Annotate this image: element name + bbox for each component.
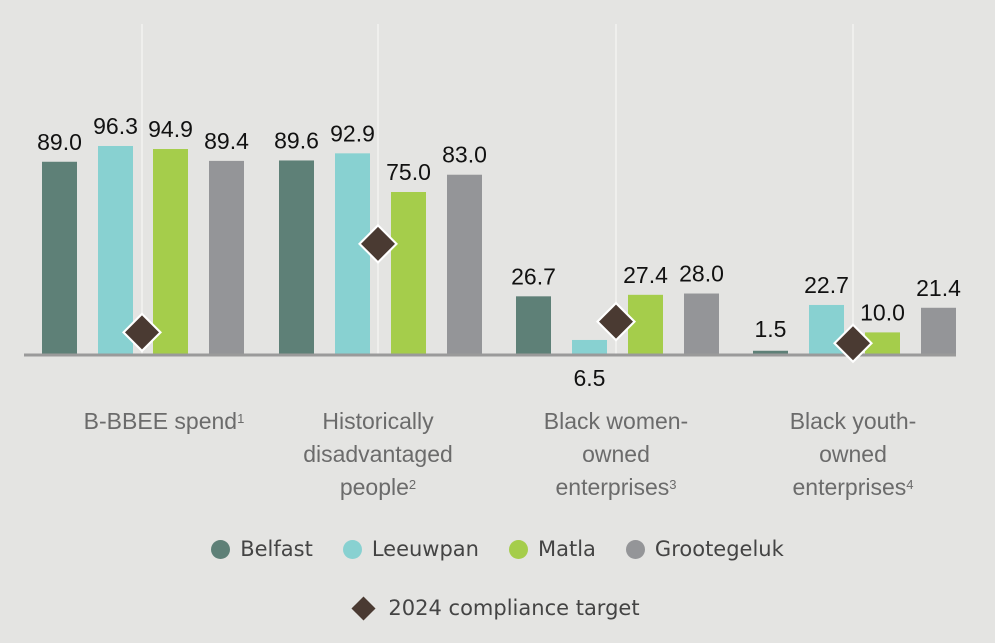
category-label: Black women-owned enterprises3: [506, 405, 726, 504]
legend-item-target: 2024 compliance target: [351, 595, 640, 621]
bar-matla: [153, 149, 188, 354]
bar-grootegeluk: [684, 293, 719, 354]
bar-grootegeluk: [209, 160, 244, 354]
footnote-marker: 3: [669, 477, 677, 492]
bar-leeuwpan: [335, 153, 370, 354]
legend-label: Leeuwpan: [371, 537, 479, 561]
legend-label: Matla: [537, 537, 596, 561]
data-label: 6.5: [574, 365, 606, 391]
footnote-marker: 4: [906, 477, 914, 492]
data-label: 89.0: [37, 129, 82, 155]
data-label: 96.3: [93, 113, 138, 139]
bar-belfast: [279, 160, 314, 354]
bar-matla: [391, 192, 426, 354]
legend-label: Grootegeluk: [654, 537, 784, 561]
legend-target: 2024 compliance target: [0, 595, 995, 621]
legend-item-belfast: Belfast: [211, 537, 313, 561]
data-label: 1.5: [755, 316, 787, 342]
diamond-icon: [351, 595, 376, 621]
data-label: 22.7: [804, 272, 849, 298]
legend-swatch-leeuwpan: [342, 539, 362, 559]
category-label-line: Historically: [322, 408, 434, 434]
legend-item-leeuwpan: Leeuwpan: [342, 537, 479, 561]
category-label-line: disadvantaged: [303, 441, 453, 467]
bar-belfast: [516, 296, 551, 354]
legend-label: 2024 compliance target: [388, 596, 640, 620]
category-label-line: owned: [582, 441, 650, 467]
bar-belfast: [753, 350, 788, 354]
bar-matla: [865, 332, 900, 354]
data-label: 75.0: [386, 159, 431, 185]
target-marker: [599, 304, 633, 339]
data-label: 94.9: [148, 116, 193, 142]
category-label-line: Black youth-: [789, 408, 917, 434]
category-label: Historically disadvantaged people2: [268, 405, 488, 504]
category-label: B-BBEE spend1: [54, 405, 274, 438]
data-label: 89.6: [274, 127, 319, 153]
bar-grootegeluk: [921, 307, 956, 354]
data-label: 26.7: [511, 263, 556, 289]
bar-grootegeluk: [447, 174, 482, 354]
category-label-line: enterprises3: [555, 474, 677, 500]
target-marker: [125, 315, 159, 350]
legend-label: Belfast: [240, 537, 313, 561]
bar-leeuwpan: [98, 145, 133, 354]
category-label: Black youth-owned enterprises4: [743, 405, 963, 504]
data-label: 21.4: [916, 275, 961, 301]
data-label: 89.4: [204, 128, 249, 154]
legend: Belfast Leeuwpan Matla Grootegeluk: [0, 537, 995, 561]
category-label-line: enterprises4: [792, 474, 914, 500]
data-label: 28.0: [679, 261, 724, 287]
bar-leeuwpan: [572, 339, 607, 354]
data-label: 92.9: [330, 120, 375, 146]
data-label: 10.0: [860, 299, 905, 325]
legend-swatch-grootegeluk: [625, 539, 645, 559]
data-label: 27.4: [623, 262, 668, 288]
footnote-marker: 1: [237, 411, 245, 426]
legend-swatch-belfast: [211, 539, 231, 559]
category-label-line: B-BBEE spend1: [83, 408, 245, 434]
target-marker: [836, 326, 870, 361]
legend-item-grootegeluk: Grootegeluk: [625, 537, 784, 561]
category-label-line: Black women-: [543, 408, 689, 434]
footnote-marker: 2: [408, 477, 417, 492]
legend-swatch-matla: [508, 539, 528, 559]
data-label: 83.0: [442, 142, 487, 168]
category-label-line: people2: [339, 474, 417, 500]
bar-matla: [628, 294, 663, 354]
target-marker: [361, 226, 395, 261]
bar-belfast: [42, 161, 77, 354]
legend-item-matla: Matla: [508, 537, 596, 561]
category-label-line: owned: [819, 441, 887, 467]
